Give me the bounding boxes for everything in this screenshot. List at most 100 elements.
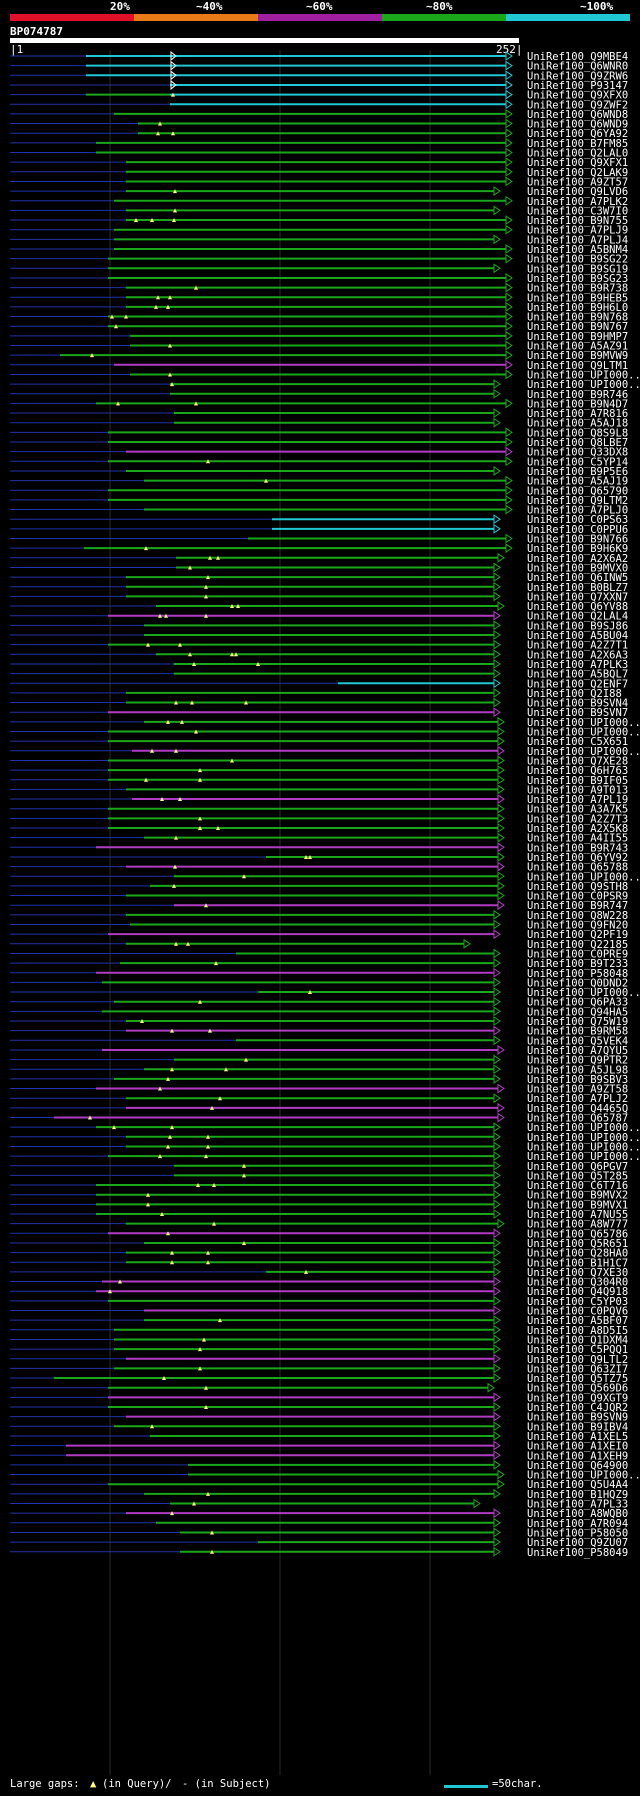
- hit-label[interactable]: UniRef100_B9H6L0: [527, 302, 628, 314]
- hit-label[interactable]: UniRef100_C0PPU6: [527, 524, 628, 536]
- hit-label[interactable]: UniRef100_B9R747: [527, 900, 628, 912]
- hit-row[interactable]: UniRef100_A7PLK3: [10, 659, 628, 671]
- hit-label[interactable]: UniRef100_B9MVW9: [527, 350, 628, 362]
- hit-label[interactable]: UniRef100_B9N766: [527, 534, 628, 546]
- hit-row[interactable]: UniRef100_A5AJ19: [10, 476, 628, 488]
- hit-label[interactable]: UniRef100_B9SBV3: [527, 1074, 628, 1086]
- hit-label[interactable]: UniRef100_Q9PTR2: [527, 1055, 628, 1067]
- hit-label[interactable]: UniRef100_Q6PGV7: [527, 1161, 628, 1173]
- hit-row[interactable]: UniRef100_B9R738: [10, 283, 628, 295]
- hit-row[interactable]: UniRef100_UPI000..: [10, 1470, 640, 1482]
- hit-label[interactable]: UniRef100_A7R816: [527, 408, 628, 420]
- hit-row[interactable]: UniRef100_A5AZ91: [10, 341, 628, 353]
- hit-row[interactable]: UniRef100_Q9MBE4: [10, 50, 628, 63]
- hit-row[interactable]: UniRef100_A2X6A2: [10, 553, 628, 565]
- hit-label[interactable]: UniRef100_B1H1C7: [527, 1257, 628, 1269]
- hit-row[interactable]: UniRef100_Q2LAL0: [10, 148, 628, 160]
- hit-label[interactable]: UniRef100_A7PLJ9: [527, 225, 628, 237]
- hit-label[interactable]: UniRef100_Q6H763: [527, 765, 628, 777]
- hit-row[interactable]: UniRef100_B9IF05: [10, 775, 628, 787]
- hit-label[interactable]: UniRef100_B9N767: [527, 321, 628, 333]
- hit-label[interactable]: UniRef100_Q9ZRW6: [527, 70, 628, 82]
- hit-label[interactable]: UniRef100_UPI000..: [527, 379, 640, 391]
- hit-label[interactable]: UniRef100_Q7XXN7: [527, 591, 628, 603]
- hit-label[interactable]: UniRef100_C3W7I0: [527, 205, 628, 217]
- hit-label[interactable]: UniRef100_A9ZT58: [527, 1084, 628, 1096]
- hit-label[interactable]: UniRef100_Q9LTM2: [527, 495, 628, 507]
- hit-row[interactable]: UniRef100_A7PLJ2: [10, 1093, 628, 1105]
- hit-row[interactable]: UniRef100_UPI000..: [10, 1122, 640, 1134]
- hit-row[interactable]: UniRef100_Q6H763: [10, 765, 628, 777]
- hit-row[interactable]: UniRef100_A5BF07: [10, 1315, 628, 1327]
- hit-row[interactable]: UniRef100_A7QYU5: [10, 1045, 628, 1057]
- hit-label[interactable]: UniRef100_Q6WND8: [527, 109, 628, 121]
- hit-label[interactable]: UniRef100_Q2LAL4: [527, 611, 628, 623]
- hit-row[interactable]: UniRef100_A5BQL7: [10, 669, 628, 681]
- hit-label[interactable]: UniRef100_A7PL33: [527, 1499, 628, 1511]
- hit-row[interactable]: UniRef100_A3A7K5: [10, 804, 628, 816]
- hit-row[interactable]: UniRef100_A1XEL5: [10, 1431, 628, 1443]
- hit-row[interactable]: UniRef100_B9MVX2: [10, 1190, 628, 1202]
- hit-label[interactable]: UniRef100_C5YP03: [527, 1296, 628, 1308]
- hit-row[interactable]: UniRef100_A1XEI0: [10, 1441, 628, 1453]
- hit-label[interactable]: UniRef100_Q9STH8: [527, 881, 628, 893]
- hit-row[interactable]: UniRef100_UPI000..: [10, 369, 640, 381]
- hit-label[interactable]: UniRef100_Q65786: [527, 1228, 628, 1240]
- hit-label[interactable]: UniRef100_B9N768: [527, 312, 628, 324]
- hit-label[interactable]: UniRef100_A3A7K5: [527, 804, 628, 816]
- hit-row[interactable]: UniRef100_Q7XE30: [10, 1267, 628, 1279]
- hit-label[interactable]: UniRef100_B9HEB5: [527, 292, 628, 304]
- hit-row[interactable]: UniRef100_A1XEH9: [10, 1450, 628, 1462]
- hit-label[interactable]: UniRef100_C0PRE9: [527, 948, 628, 960]
- hit-label[interactable]: UniRef100_A2X6A2: [527, 553, 628, 565]
- hit-label[interactable]: UniRef100_Q304R0: [527, 1277, 628, 1289]
- hit-row[interactable]: UniRef100_Q33DX8: [10, 447, 628, 459]
- hit-row[interactable]: UniRef100_Q8LBE7: [10, 437, 628, 449]
- hit-label[interactable]: UniRef100_B9P5E6: [527, 466, 628, 478]
- hit-label[interactable]: UniRef100_B9SG19: [527, 263, 628, 275]
- hit-label[interactable]: UniRef100_B9N4D7: [527, 398, 628, 410]
- hit-row[interactable]: UniRef100_A7R816: [10, 408, 628, 420]
- hit-label[interactable]: UniRef100_P58048: [527, 968, 628, 980]
- hit-row[interactable]: UniRef100_Q6WNR0: [10, 60, 628, 73]
- hit-row[interactable]: UniRef100_B9N4D7: [10, 398, 628, 410]
- hit-label[interactable]: UniRef100_Q2ENF7: [527, 678, 628, 690]
- hit-row[interactable]: UniRef100_C5YP14: [10, 456, 628, 468]
- hit-row[interactable]: UniRef100_Q1DXM4: [10, 1334, 628, 1346]
- hit-row[interactable]: UniRef100_A7PLJ9: [10, 225, 628, 237]
- hit-label[interactable]: UniRef100_UPI000..: [527, 987, 640, 999]
- hit-label[interactable]: UniRef100_B9H6K9: [527, 543, 628, 555]
- hit-label[interactable]: UniRef100_Q5U4A4: [527, 1479, 628, 1491]
- hit-row[interactable]: UniRef100_Q65786: [10, 1228, 628, 1240]
- hit-label[interactable]: UniRef100_Q9XGT9: [527, 1392, 628, 1404]
- hit-row[interactable]: UniRef100_Q2LAK9: [10, 167, 628, 179]
- hit-label[interactable]: UniRef100_A2X5K8: [527, 823, 628, 835]
- hit-row[interactable]: UniRef100_A5JL98: [10, 1064, 628, 1076]
- hit-label[interactable]: UniRef100_Q7XE30: [527, 1267, 628, 1279]
- hit-label[interactable]: UniRef100_UPI000..: [527, 1132, 640, 1144]
- hit-row[interactable]: UniRef100_B9MVW9: [10, 350, 628, 362]
- hit-row[interactable]: UniRef100_Q2I88: [10, 688, 622, 700]
- hit-row[interactable]: UniRef100_Q9LTL2: [10, 1354, 628, 1366]
- hit-label[interactable]: UniRef100_Q6YV88: [527, 601, 628, 613]
- hit-row[interactable]: UniRef100_Q9ZWF2: [10, 99, 628, 111]
- hit-row[interactable]: UniRef100_B9H6K9: [10, 543, 628, 555]
- hit-label[interactable]: UniRef100_Q9MBE4: [527, 51, 628, 63]
- hit-row[interactable]: UniRef100_C5YP03: [10, 1296, 628, 1308]
- hit-label[interactable]: UniRef100_B9MVX0: [527, 562, 628, 574]
- hit-row[interactable]: UniRef100_Q9ZU07: [10, 1537, 628, 1549]
- hit-label[interactable]: UniRef100_UPI000..: [527, 1470, 640, 1482]
- hit-label[interactable]: UniRef100_A2Z7T3: [527, 813, 628, 825]
- hit-label[interactable]: UniRef100_A7PLJ2: [527, 1093, 628, 1105]
- hit-label[interactable]: UniRef100_Q1DXM4: [527, 1334, 628, 1346]
- hit-row[interactable]: UniRef100_Q6YV92: [10, 852, 628, 864]
- hit-label[interactable]: UniRef100_Q9LVD6: [527, 186, 628, 198]
- hit-label[interactable]: UniRef100_A8D5I5: [527, 1325, 628, 1337]
- hit-row[interactable]: UniRef100_A9ZT57: [10, 176, 628, 188]
- hit-row[interactable]: UniRef100_Q8W228: [10, 910, 628, 922]
- hit-row[interactable]: UniRef100_B9SVN7: [10, 707, 628, 719]
- hit-row[interactable]: UniRef100_Q8S9L8: [10, 427, 628, 439]
- hit-label[interactable]: UniRef100_UPI000..: [527, 369, 640, 381]
- hit-label[interactable]: UniRef100_Q2PF19: [527, 929, 628, 941]
- hit-label[interactable]: UniRef100_B9SG23: [527, 273, 628, 285]
